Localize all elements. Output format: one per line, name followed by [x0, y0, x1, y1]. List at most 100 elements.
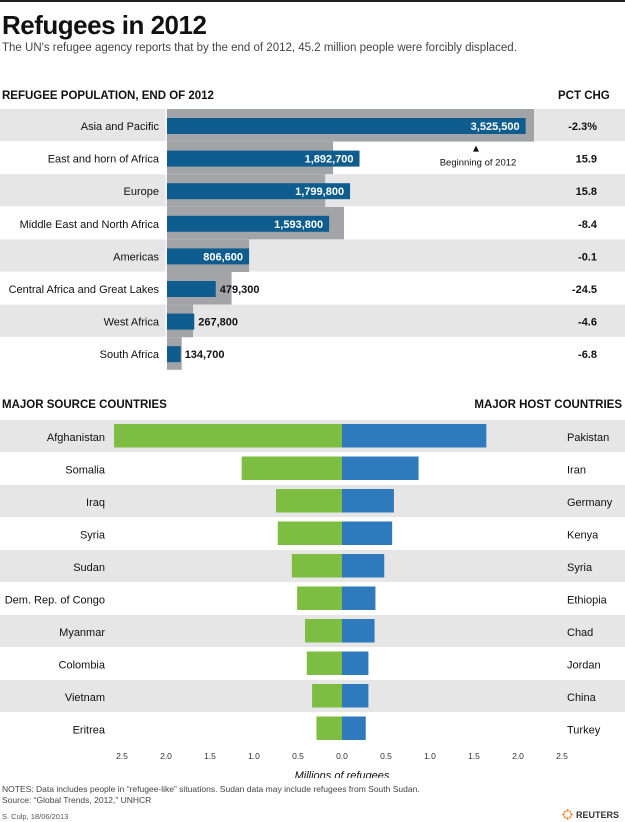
tick-label: 1.5: [204, 751, 216, 761]
reuters-logo: REUTERS: [562, 809, 619, 820]
source-bar: [312, 684, 342, 708]
source-bar: [114, 424, 342, 448]
row-band: [0, 304, 625, 338]
source-bar: [241, 456, 342, 480]
tick-label: 1.0: [248, 751, 260, 761]
region-label: West Africa: [104, 317, 160, 329]
value-label: 1,799,800: [295, 186, 344, 198]
source-bar: [305, 619, 342, 643]
pct-change-header: PCT CHG: [558, 90, 610, 102]
end-2012-bar: [167, 150, 360, 167]
host-country-label: Kenya: [567, 530, 599, 542]
end-2012-bar: [167, 313, 195, 330]
pct-change-value: -4.6: [578, 317, 597, 329]
value-label: 3,525,500: [471, 121, 520, 133]
top-rule: [0, 0, 625, 2]
row-band: [0, 239, 625, 272]
source-bar: [291, 554, 342, 578]
host-country-label: Syria: [567, 562, 593, 574]
source-country-label: Iraq: [86, 497, 105, 509]
country-chart: Afghanistan Pakistan Somalia Iran Iraq German…: [0, 420, 625, 778]
host-bar: [342, 651, 369, 675]
page-title: Refugees in 2012: [2, 10, 207, 40]
end-2012-bar: [167, 281, 216, 297]
credit-text: S. Culp, 18/06/2013: [2, 812, 69, 821]
source-bar: [316, 716, 342, 740]
tick-label: 2.0: [512, 751, 524, 761]
tick-label: 2.5: [556, 751, 568, 761]
source-country-label: Eritrea: [73, 725, 106, 737]
tick-label: 2.5: [116, 751, 128, 761]
tick-label: 0.0: [336, 751, 348, 761]
host-country-label: Chad: [567, 627, 593, 639]
source-country-label: Somalia: [65, 465, 106, 477]
host-bar: [342, 619, 375, 643]
page-subtitle: The UN's refugee agency reports that by …: [2, 42, 517, 54]
end-2012-bar: [167, 248, 250, 265]
notes-text: NOTES: Data includes people in “refugee-…: [2, 784, 420, 794]
pct-change-value: -6.8: [578, 349, 597, 361]
end-2012-bar: [167, 183, 351, 200]
source-bar: [277, 521, 342, 545]
region-label: Europe: [124, 186, 159, 198]
source-country-label: Afghanistan: [47, 432, 105, 444]
annotation-arrow-icon: [473, 145, 479, 152]
host-bar: [342, 554, 385, 578]
population-header: REFUGEE POPULATION, END OF 2012: [2, 90, 214, 102]
host-bar: [342, 424, 487, 448]
host-header: MAJOR HOST COUNTRIES: [474, 399, 622, 411]
end-2012-bar: [167, 118, 526, 134]
host-country-label: Turkey: [567, 725, 601, 737]
end-2012-bar: [167, 215, 330, 232]
source-country-label: Syria: [80, 530, 106, 542]
value-label: 479,300: [220, 284, 260, 296]
end-2012-bar: [167, 346, 181, 363]
x-axis-label: Millions of refugees: [295, 770, 390, 778]
region-label: Americas: [113, 251, 159, 263]
host-bar: [342, 684, 369, 708]
tick-label: 0.5: [292, 751, 304, 761]
source-country-label: Vietnam: [65, 692, 105, 704]
value-label: 134,700: [185, 349, 225, 361]
pct-change-value: -2.3%: [568, 121, 597, 133]
population-chart: Asia and Pacific 3,525,500 -2.3% East and h…: [0, 109, 625, 371]
value-label: 267,800: [198, 317, 238, 329]
source-country-label: Sudan: [73, 562, 105, 574]
pct-change-value: 15.8: [576, 186, 597, 198]
host-country-label: Pakistan: [567, 432, 609, 444]
host-country-label: Germany: [567, 497, 613, 509]
tick-label: 1.0: [424, 751, 436, 761]
pct-change-value: -0.1: [578, 251, 597, 263]
host-country-label: Ethiopia: [567, 595, 608, 607]
pct-change-value: -24.5: [572, 284, 597, 296]
host-country-label: Jordan: [567, 660, 601, 672]
tick-label: 0.5: [380, 751, 392, 761]
source-header: MAJOR SOURCE COUNTRIES: [2, 399, 167, 411]
host-bar: [342, 456, 419, 480]
region-label: Middle East and North Africa: [20, 219, 160, 231]
value-label: 1,593,800: [274, 219, 323, 231]
source-bar: [306, 651, 342, 675]
host-bar: [342, 521, 393, 545]
annotation-label: Beginning of 2012: [440, 158, 517, 169]
notes-block: NOTES: Data includes people in “refugee-…: [2, 784, 420, 806]
pct-change-value: -8.4: [578, 219, 598, 231]
region-label: South Africa: [100, 349, 160, 361]
source-country-label: Myanmar: [59, 627, 105, 639]
tick-label: 2.0: [160, 751, 172, 761]
source-country-label: Dem. Rep. of Congo: [5, 595, 105, 607]
host-country-label: China: [567, 692, 597, 704]
host-country-label: Iran: [567, 465, 586, 477]
region-label: Central Africa and Great Lakes: [9, 284, 160, 296]
source-country-label: Colombia: [59, 660, 106, 672]
region-label: Asia and Pacific: [81, 121, 160, 133]
source-text: Source: “Global Trends, 2012,” UNHCR: [2, 795, 152, 805]
pct-change-value: 15.9: [576, 154, 597, 166]
tick-label: 1.5: [468, 751, 480, 761]
host-bar: [342, 586, 376, 610]
reuters-logo-icon: [562, 809, 573, 820]
source-bar: [297, 586, 342, 610]
host-bar: [342, 489, 394, 513]
region-label: East and horn of Africa: [48, 154, 160, 166]
host-bar: [342, 716, 366, 740]
